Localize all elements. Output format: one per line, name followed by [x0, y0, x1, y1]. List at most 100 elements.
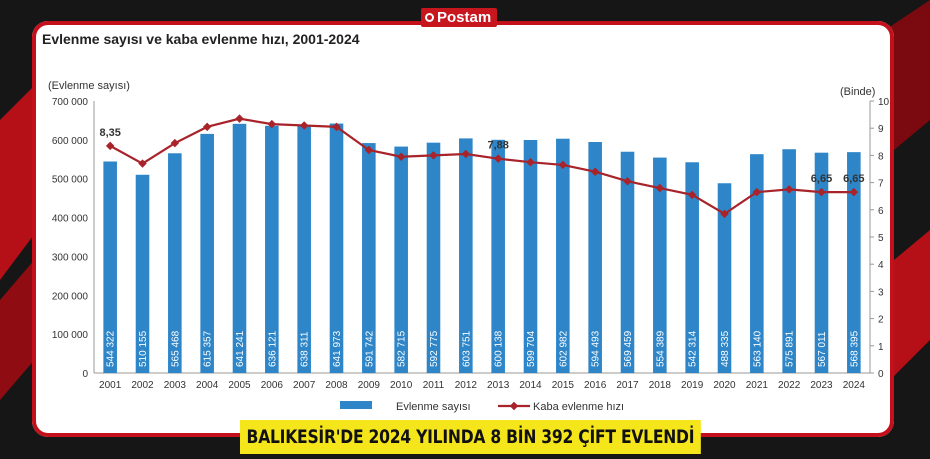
bar-value-label: 615 357 [203, 330, 214, 367]
y-tick-right: 5 [878, 233, 884, 244]
y-tick-right: 0 [878, 369, 884, 380]
bar [685, 162, 699, 373]
x-tick-label: 2006 [261, 380, 284, 391]
rate-point [105, 141, 115, 151]
bar [782, 149, 796, 373]
bar [588, 141, 602, 373]
legend-swatch-bars [340, 401, 372, 409]
x-tick-label: 2005 [228, 380, 251, 391]
x-tick-label: 2010 [390, 380, 413, 391]
bar [491, 139, 505, 373]
bar-value-label: 602 982 [558, 330, 569, 367]
y-axis-right-label: (Binde) [840, 86, 875, 98]
bar-value-label: 568 395 [849, 330, 860, 367]
bar-value-label: 542 314 [688, 330, 699, 367]
x-tick-label: 2023 [810, 380, 833, 391]
bar [394, 146, 408, 373]
y-tick-left: 600 000 [52, 136, 89, 147]
rate-point [461, 149, 471, 159]
x-tick-label: 2012 [455, 380, 478, 391]
x-tick-label: 2019 [681, 380, 704, 391]
bar [459, 138, 473, 373]
rate-point [267, 119, 277, 129]
bar [620, 151, 635, 373]
bar-value-label: 488 335 [720, 330, 731, 367]
bar [232, 123, 247, 374]
x-tick-label: 2024 [843, 380, 866, 391]
legend-label-bars: Evlenme sayısı [396, 401, 471, 413]
bar-value-label: 510 155 [138, 330, 149, 367]
rate-point [138, 159, 147, 168]
bar-value-label: 544 322 [106, 330, 117, 367]
rate-point [332, 122, 341, 132]
bar-value-label: 600 138 [494, 330, 505, 367]
x-tick-label: 2011 [423, 380, 445, 391]
bar-value-label: 592 775 [429, 330, 440, 367]
x-tick-label: 2008 [325, 380, 348, 391]
chart-title: Evlenme sayısı ve kaba evlenme hızı, 200… [42, 31, 360, 47]
bar [847, 152, 861, 373]
x-tick-label: 2022 [778, 380, 801, 391]
headline-banner: BALIKESİR'DE 2024 YILINDA 8 BİN 392 ÇİFT… [240, 420, 701, 454]
y-tick-right: 10 [878, 97, 890, 108]
bar-value-label: 575 891 [785, 330, 796, 367]
logo-text: Postam [437, 9, 492, 26]
x-tick-label: 2018 [649, 380, 672, 391]
logo-mark-icon [425, 13, 434, 22]
rate-line [109, 117, 854, 216]
y-tick-left: 400 000 [52, 214, 89, 225]
legend-swatch-marker [509, 401, 519, 411]
rate-value-label: 6,65 [843, 173, 864, 185]
x-tick-label: 2015 [552, 380, 575, 391]
postam-logo: Postam [421, 8, 498, 27]
y-tick-left: 200 000 [52, 291, 89, 302]
y-tick-left: 700 000 [52, 97, 89, 108]
bar-value-label: 641 241 [235, 330, 246, 367]
x-tick-label: 2021 [746, 380, 769, 391]
bar-value-label: 599 704 [526, 330, 537, 367]
y-tick-left: 100 000 [52, 330, 89, 341]
x-tick-label: 2007 [293, 380, 316, 391]
x-tick-label: 2001 [99, 380, 122, 391]
rate-point [202, 122, 212, 132]
rate-point [396, 152, 406, 162]
bar [653, 157, 667, 373]
y-axis-left-label: (Evlenme sayısı) [48, 80, 130, 92]
bar [297, 124, 311, 373]
rate-point [493, 154, 503, 163]
rate-point [364, 145, 374, 155]
y-tick-right: 4 [878, 260, 884, 271]
y-tick-right: 6 [878, 206, 884, 217]
bar [717, 183, 732, 373]
y-tick-right: 8 [878, 151, 884, 162]
x-tick-label: 2013 [487, 380, 510, 391]
bar-value-label: 594 493 [591, 330, 602, 367]
x-tick-label: 2020 [713, 380, 736, 391]
y-tick-left: 300 000 [52, 252, 89, 263]
y-tick-left: 0 [82, 369, 88, 380]
rate-value-label: 7,88 [487, 140, 508, 152]
x-tick-label: 2002 [131, 380, 154, 391]
x-tick-label: 2003 [164, 380, 187, 391]
x-tick-label: 2009 [358, 380, 381, 391]
bar [750, 154, 764, 373]
y-tick-right: 2 [878, 315, 884, 326]
rate-point [429, 151, 438, 160]
bar [103, 161, 117, 373]
rate-point [235, 114, 244, 123]
x-tick-label: 2004 [196, 380, 219, 391]
bar [814, 152, 829, 373]
y-tick-right: 7 [878, 179, 884, 190]
bar-value-label: 641 973 [332, 330, 343, 367]
x-tick-label: 2014 [519, 380, 542, 391]
bar-value-label: 638 311 [300, 331, 311, 367]
rate-value-label: 8,35 [99, 127, 120, 139]
bar-value-label: 554 389 [655, 330, 666, 367]
y-tick-right: 9 [878, 124, 884, 135]
rate-value-label: 6,65 [811, 173, 832, 185]
bar [200, 133, 214, 373]
x-tick-label: 2016 [584, 380, 607, 391]
bar [556, 138, 570, 373]
bar-value-label: 636 121 [267, 330, 278, 367]
